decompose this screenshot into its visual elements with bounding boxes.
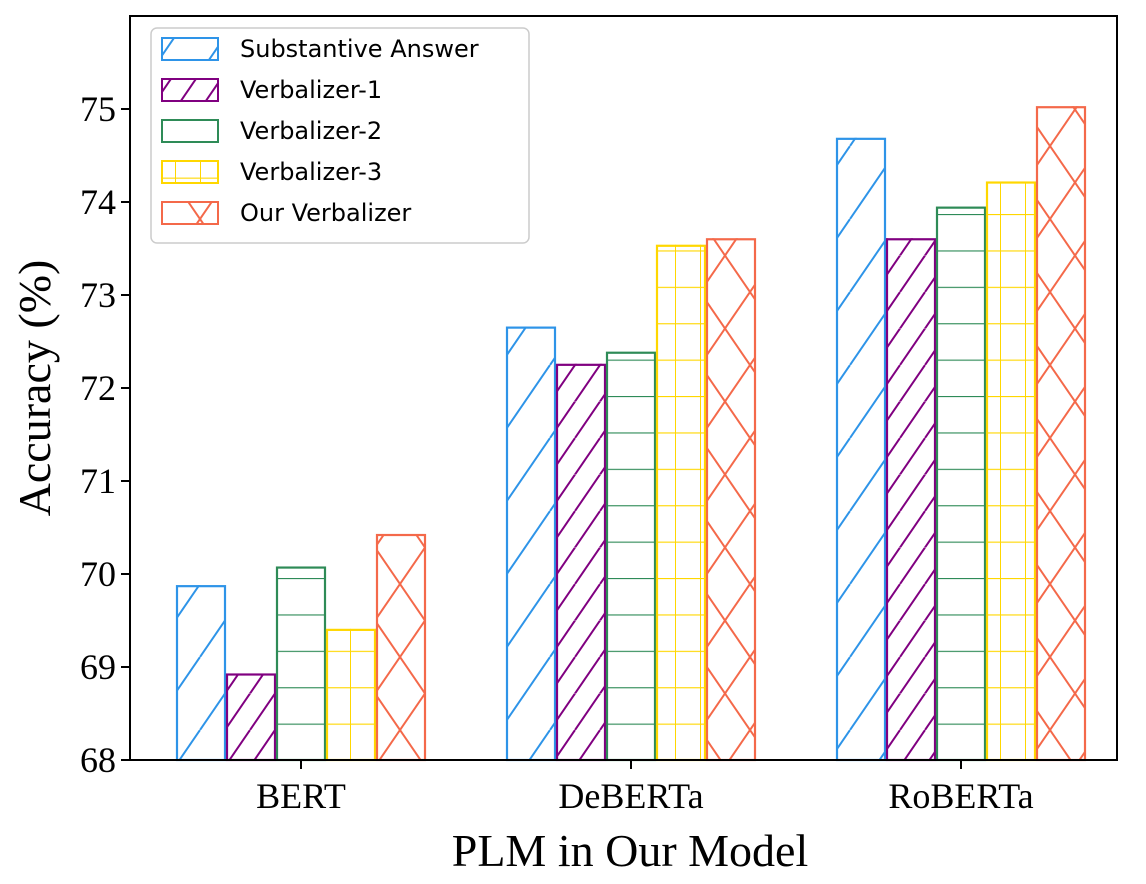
y-tick-label: 70 bbox=[80, 554, 116, 594]
legend-item-verbalizer-1: Verbalizer-1 bbox=[161, 76, 382, 104]
y-axis: 68 69 70 71 72 73 74 75 bbox=[80, 89, 130, 780]
x-axis: BERT DeBERTa RoBERTa bbox=[256, 760, 1034, 816]
legend-label: Our Verbalizer bbox=[240, 199, 411, 227]
legend-swatch bbox=[161, 160, 219, 184]
y-tick-label: 73 bbox=[80, 275, 116, 315]
y-tick-label: 68 bbox=[80, 740, 116, 780]
bar-our-verbalizer-deberta bbox=[705, 238, 757, 762]
legend-frame bbox=[150, 27, 530, 244]
y-tick-label: 69 bbox=[80, 647, 116, 687]
bar-substantive-answer-deberta bbox=[505, 326, 557, 762]
bar-verbalizer-2-deberta bbox=[605, 351, 657, 762]
legend-item-our-verbalizer: Our Verbalizer bbox=[161, 199, 411, 227]
bar-verbalizer-1-bert bbox=[225, 673, 277, 762]
legend-label: Substantive Answer bbox=[240, 35, 479, 63]
legend-label: Verbalizer-3 bbox=[240, 158, 382, 186]
legend-swatch bbox=[161, 201, 219, 225]
y-tick-label: 74 bbox=[80, 182, 116, 222]
bar-verbalizer-1-deberta bbox=[555, 363, 607, 762]
legend-swatch bbox=[161, 119, 219, 143]
legend-label: Verbalizer-1 bbox=[240, 76, 382, 104]
y-tick-label: 71 bbox=[80, 461, 116, 501]
legend-item-verbalizer-2: Verbalizer-2 bbox=[161, 117, 382, 145]
y-tick-label: 75 bbox=[80, 89, 116, 129]
bar-our-verbalizer-roberta bbox=[1035, 106, 1087, 762]
legend-swatch bbox=[161, 78, 219, 102]
y-tick-label: 72 bbox=[80, 368, 116, 408]
bar-verbalizer-1-roberta bbox=[885, 238, 937, 762]
bar-substantive-answer-bert bbox=[175, 585, 227, 762]
bar-verbalizer-3-bert bbox=[325, 628, 377, 762]
x-tick-label-deberta: DeBERTa bbox=[558, 776, 703, 816]
legend: Substantive Answer Verbalizer-1 Verbalizer… bbox=[150, 27, 530, 244]
bar-verbalizer-3-roberta bbox=[985, 181, 1037, 762]
bar-verbalizer-2-roberta bbox=[935, 206, 987, 762]
bar-our-verbalizer-bert bbox=[375, 533, 427, 762]
bar-verbalizer-2-bert bbox=[275, 566, 327, 762]
legend-label: Verbalizer-2 bbox=[240, 117, 382, 145]
x-tick-label-bert: BERT bbox=[256, 776, 346, 816]
legend-swatch bbox=[161, 37, 219, 61]
legend-item-substantive-answer: Substantive Answer bbox=[161, 35, 479, 63]
bar-substantive-answer-roberta bbox=[835, 137, 887, 762]
bars-layer bbox=[175, 106, 1087, 762]
y-axis-title: Accuracy (%) bbox=[9, 260, 60, 517]
x-tick-label-roberta: RoBERTa bbox=[888, 776, 1033, 816]
legend-item-verbalizer-3: Verbalizer-3 bbox=[161, 158, 382, 186]
x-axis-title: PLM in Our Model bbox=[452, 825, 809, 876]
bar-verbalizer-3-deberta bbox=[655, 244, 707, 762]
